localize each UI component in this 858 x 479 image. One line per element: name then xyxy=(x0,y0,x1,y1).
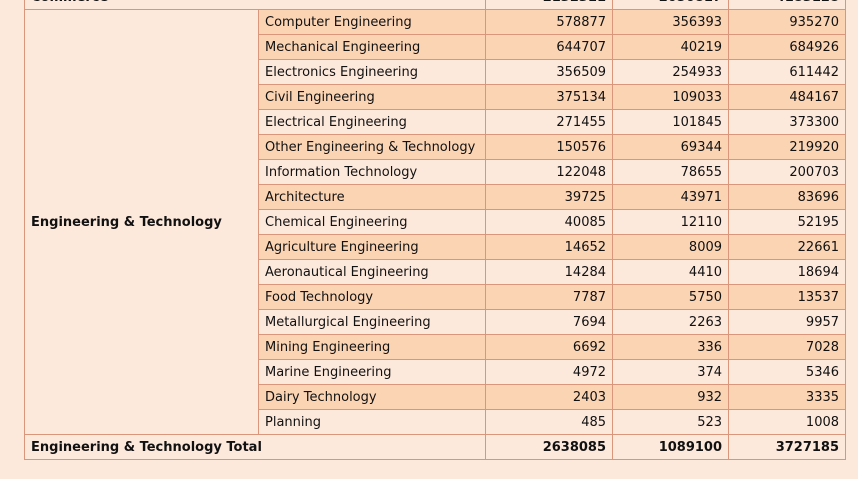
table-row: Architecture 39725 43971 83696 xyxy=(25,184,847,210)
number-cell: 22661 xyxy=(728,234,847,260)
number-cell: 578877 xyxy=(485,9,614,35)
number-cell: 644707 xyxy=(485,34,614,60)
discipline-cell: Marine Engineering xyxy=(257,359,487,385)
number-cell: 69344 xyxy=(612,134,730,160)
number-cell: 523 xyxy=(612,409,730,435)
number-cell: 8009 xyxy=(612,234,730,260)
number-cell: 356509 xyxy=(485,59,614,85)
number-cell: 935270 xyxy=(728,9,847,35)
table-row: Other Engineering & Technology 150576 6934… xyxy=(25,134,847,160)
discipline-cell: Computer Engineering xyxy=(257,9,487,35)
number-cell: 18694 xyxy=(728,259,847,285)
number-cell: 375134 xyxy=(485,84,614,110)
number-cell: 40085 xyxy=(485,209,614,235)
number-cell: 336 xyxy=(612,334,730,360)
table-row: Agriculture Engineering 14652 8009 22661 xyxy=(25,234,847,260)
number-cell: 485 xyxy=(485,409,614,435)
number-cell: 1008 xyxy=(728,409,847,435)
number-cell: 484167 xyxy=(728,84,847,110)
table-row: Electrical Engineering 271455 101845 373300 xyxy=(25,109,847,135)
total-label: Engineering & Technology Total xyxy=(23,434,487,460)
number-cell: 7694 xyxy=(485,309,614,335)
number-cell: 109033 xyxy=(612,84,730,110)
number-cell: 2050817 xyxy=(612,0,730,10)
number-cell: 9957 xyxy=(728,309,847,335)
discipline-cell: Other Engineering & Technology xyxy=(257,134,487,160)
discipline-cell: Electrical Engineering xyxy=(257,109,487,135)
number-cell: 932 xyxy=(612,384,730,410)
number-cell: 12110 xyxy=(612,209,730,235)
number-cell: 7028 xyxy=(728,334,847,360)
discipline-cell: Dairy Technology xyxy=(257,384,487,410)
number-cell: 254933 xyxy=(612,59,730,85)
table-row: Engineering & Technology Computer Enginee… xyxy=(24,9,847,435)
discipline-cell: Civil Engineering xyxy=(257,84,487,110)
number-cell: 6692 xyxy=(485,334,614,360)
table-row: Dairy Technology 2403 932 3335 xyxy=(25,384,847,410)
discipline-cell: Aeronautical Engineering xyxy=(257,259,487,285)
number-cell: 2132311 xyxy=(485,0,614,10)
number-cell: 40219 xyxy=(612,34,730,60)
number-cell: 2403 xyxy=(485,384,614,410)
number-cell: 2263 xyxy=(612,309,730,335)
discipline-cell: Food Technology xyxy=(257,284,487,310)
number-cell: 611442 xyxy=(728,59,847,85)
number-cell: 4183128 xyxy=(728,0,847,10)
number-cell: 373300 xyxy=(728,109,847,135)
data-table: Commerce213231120508174183128Engineering… xyxy=(23,0,847,460)
number-cell: 271455 xyxy=(485,109,614,135)
total-row: Engineering & Technology Total 2638085 108… xyxy=(23,434,847,460)
table-row: Information Technology 122048 78655 200703 xyxy=(25,159,847,185)
number-cell: 4410 xyxy=(612,259,730,285)
number-cell: 39725 xyxy=(485,184,614,210)
table-row: Commerce213231120508174183128 xyxy=(23,0,847,10)
number-cell: 43971 xyxy=(612,184,730,210)
number-cell: 78655 xyxy=(612,159,730,185)
number-cell: 356393 xyxy=(612,9,730,35)
number-cell: 5750 xyxy=(612,284,730,310)
number-cell: 219920 xyxy=(728,134,847,160)
discipline-cell: Architecture xyxy=(257,184,487,210)
table-row: Civil Engineering 375134 109033 484167 xyxy=(25,84,847,110)
number-cell: 7787 xyxy=(485,284,614,310)
discipline-cell: Chemical Engineering xyxy=(257,209,487,235)
table-row: Mechanical Engineering 644707 40219 684926 xyxy=(25,34,847,60)
number-cell: 684926 xyxy=(728,34,847,60)
group-cell: Engineering & Technology xyxy=(24,9,259,435)
number-cell: 3335 xyxy=(728,384,847,410)
number-cell: 200703 xyxy=(728,159,847,185)
number-cell: 4972 xyxy=(485,359,614,385)
number-cell: 150576 xyxy=(485,134,614,160)
total-cell: 2638085 xyxy=(485,434,614,460)
number-cell: 14652 xyxy=(485,234,614,260)
number-cell: 52195 xyxy=(728,209,847,235)
table-row: Planning 485 523 1008 xyxy=(25,409,847,435)
category-cell: Commerce xyxy=(23,0,487,10)
total-cell: 3727185 xyxy=(728,434,847,460)
number-cell: 374 xyxy=(612,359,730,385)
table-body: Commerce213231120508174183128Engineering… xyxy=(23,0,847,460)
discipline-cell: Electronics Engineering xyxy=(257,59,487,85)
total-cell: 1089100 xyxy=(612,434,730,460)
discipline-cell: Mechanical Engineering xyxy=(257,34,487,60)
number-cell: 83696 xyxy=(728,184,847,210)
discipline-cell: Agriculture Engineering xyxy=(257,234,487,260)
table-row: Electronics Engineering 356509 254933 61144… xyxy=(25,59,847,85)
discipline-cell: Planning xyxy=(257,409,487,435)
number-cell: 13537 xyxy=(728,284,847,310)
number-cell: 14284 xyxy=(485,259,614,285)
table-row: Aeronautical Engineering 14284 4410 18694 xyxy=(25,259,847,285)
number-cell: 122048 xyxy=(485,159,614,185)
discipline-cell: Mining Engineering xyxy=(257,334,487,360)
table-row: Food Technology 7787 5750 13537 xyxy=(25,284,847,310)
discipline-cell: Metallurgical Engineering xyxy=(257,309,487,335)
discipline-cell: Information Technology xyxy=(257,159,487,185)
number-cell: 5346 xyxy=(728,359,847,385)
number-cell: 101845 xyxy=(612,109,730,135)
